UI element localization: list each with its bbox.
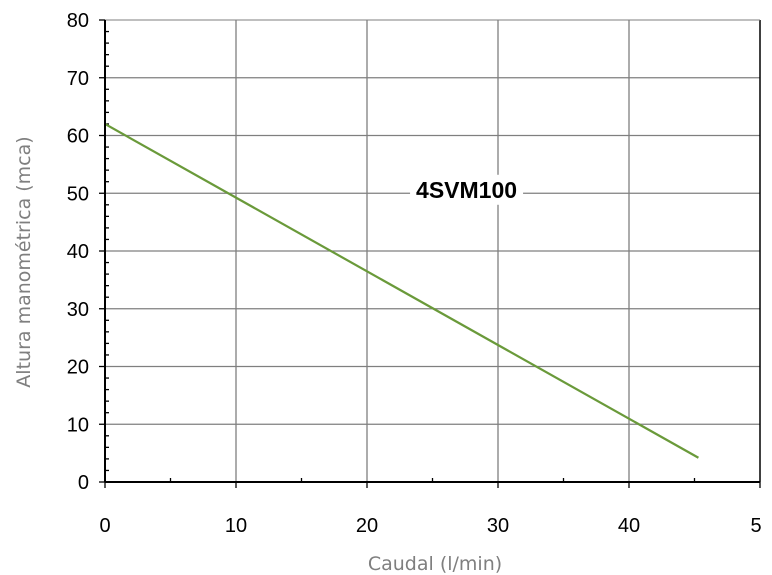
series-label-background: [410, 174, 524, 205]
x-tick-labels: 0 10 20 30 40 5: [99, 515, 761, 537]
x-tick-label: 10: [225, 515, 247, 537]
y-tick-labels: 0 10 20 30 40 50 60 70 80: [67, 10, 89, 494]
series-layer: [104, 122, 699, 459]
y-tick-label: 80: [67, 10, 89, 32]
y-tick-label: 10: [67, 414, 89, 436]
grid: [105, 20, 760, 482]
y-axis-title: Altura manométrica (mca): [13, 136, 35, 387]
y-tick-label: 60: [67, 126, 89, 148]
annotations: 4SVM100: [410, 174, 524, 205]
x-tick-label: 30: [487, 515, 509, 537]
x-tick-label: 0: [99, 515, 110, 537]
series-label: 4SVM100: [416, 177, 517, 203]
y-tick-label: 20: [67, 357, 89, 379]
x-tick-label: 40: [618, 515, 640, 537]
x-tick-label: 20: [356, 515, 378, 537]
y-tick-label: 50: [67, 183, 89, 205]
y-tick-label: 70: [67, 68, 89, 90]
plot-frame: [104, 19, 761, 483]
series-line: [104, 122, 699, 459]
x-tick-label: 5: [750, 515, 761, 537]
y-tick-label: 0: [78, 472, 89, 494]
x-axis-title: Caudal (l/min): [368, 553, 502, 575]
y-tick-label: 40: [67, 241, 89, 263]
y-tick-label: 30: [67, 299, 89, 321]
